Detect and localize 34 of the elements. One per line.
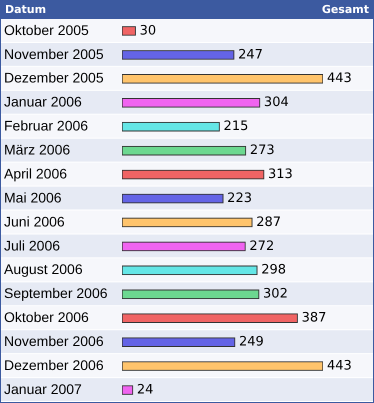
y-tick-label: Mai 2006 (4, 189, 62, 206)
y-tick-label: Dezember 2006 (4, 356, 104, 373)
data-label: 298 (261, 262, 286, 278)
y-tick-label: Juni 2006 (4, 213, 65, 230)
y-tick-label: Juli 2006 (4, 237, 60, 254)
data-label: 30 (140, 23, 156, 38)
y-tick-label: November 2006 (4, 333, 104, 350)
data-label: 387 (302, 310, 326, 326)
y-tick-label: Oktober 2005 (4, 22, 90, 38)
data-label: 215 (224, 119, 248, 134)
y-tick-label: April 2006 (4, 165, 68, 182)
y-tick-label: September 2006 (4, 285, 108, 302)
x-axis-title: Gesamt (322, 3, 369, 16)
data-label: 273 (250, 143, 275, 158)
data-label: 287 (256, 214, 282, 230)
data-label: 247 (238, 47, 263, 62)
data-label: 223 (227, 190, 252, 206)
y-tick-label: Oktober 2006 (4, 309, 90, 326)
data-label: 443 (327, 358, 352, 374)
y-tick-label: Dezember 2005 (4, 70, 104, 86)
y-tick-label: Januar 2006 (4, 94, 82, 110)
data-label: 304 (264, 95, 289, 110)
y-tick-label: Januar 2007 (4, 380, 82, 397)
y-tick-label: Februar 2006 (4, 118, 88, 134)
data-label: 24 (136, 382, 154, 398)
data-label: 302 (263, 286, 288, 302)
y-tick-label: November 2005 (4, 46, 104, 62)
y-axis-title: Datum (5, 3, 46, 16)
y-tick-label: März 2006 (4, 142, 70, 158)
data-label: 272 (249, 238, 274, 254)
data-label: 313 (268, 166, 293, 182)
data-label: 443 (327, 71, 352, 86)
data-label: 249 (238, 334, 264, 350)
y-tick-label: August 2006 (4, 261, 83, 278)
